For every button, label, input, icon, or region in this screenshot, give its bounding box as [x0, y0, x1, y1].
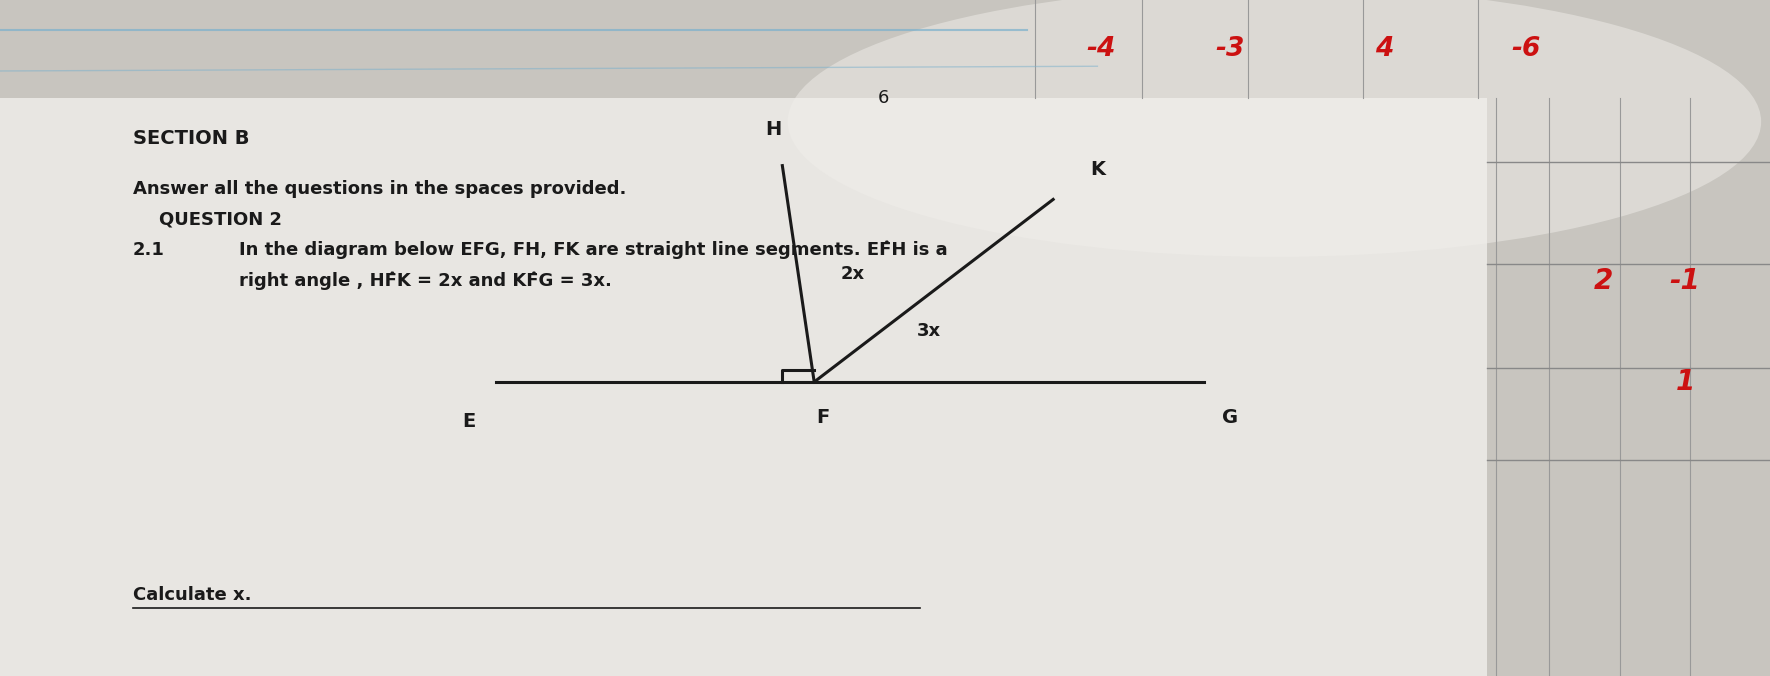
- Text: H: H: [765, 120, 782, 139]
- Text: -1: -1: [1669, 266, 1701, 295]
- Ellipse shape: [788, 0, 1761, 257]
- Text: Answer all the questions in the spaces provided.: Answer all the questions in the spaces p…: [133, 180, 627, 198]
- Text: right angle , HF̂K = 2x and KF̂G = 3x.: right angle , HF̂K = 2x and KF̂G = 3x.: [239, 271, 612, 290]
- Text: -3: -3: [1216, 36, 1244, 62]
- Text: SECTION B: SECTION B: [133, 129, 250, 148]
- Text: K: K: [1090, 160, 1104, 179]
- Text: -4: -4: [1087, 36, 1115, 62]
- Text: 2: 2: [1595, 266, 1612, 295]
- Text: QUESTION 2: QUESTION 2: [159, 211, 281, 228]
- Text: In the diagram below EFG, FH, FK are straight line segments. EF̂H is a: In the diagram below EFG, FH, FK are str…: [239, 241, 947, 260]
- Bar: [1487, 98, 1770, 676]
- Text: 3x: 3x: [917, 322, 942, 340]
- Text: 4: 4: [1375, 36, 1393, 62]
- Text: 2.1: 2.1: [133, 241, 165, 259]
- Bar: [0, 0, 1770, 98]
- Text: 1: 1: [1676, 368, 1694, 396]
- Text: 6: 6: [878, 89, 889, 107]
- Text: G: G: [1221, 408, 1239, 427]
- Text: Calculate x.: Calculate x.: [133, 586, 251, 604]
- Text: -6: -6: [1512, 36, 1540, 62]
- Text: 2x: 2x: [841, 265, 866, 283]
- Text: F: F: [816, 408, 830, 427]
- Text: E: E: [462, 412, 476, 431]
